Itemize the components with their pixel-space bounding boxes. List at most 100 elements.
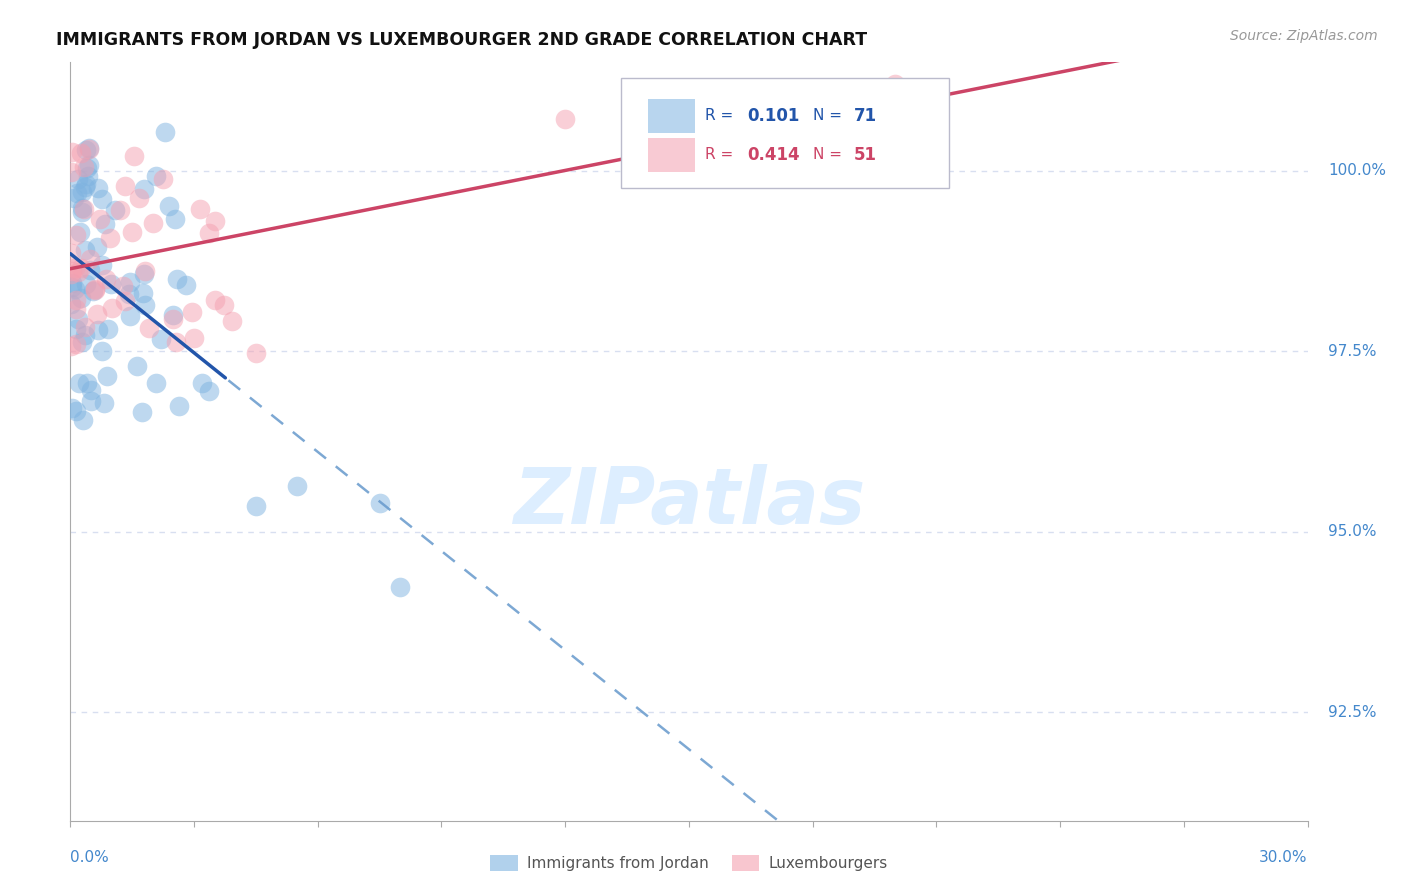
Text: 0.0%: 0.0% — [70, 849, 110, 864]
Point — [134, 264, 156, 278]
Point — [79, 141, 101, 155]
Text: 71: 71 — [853, 106, 876, 125]
Point — [152, 171, 174, 186]
Point — [60, 268, 83, 282]
Point — [118, 275, 141, 289]
Point — [165, 335, 187, 350]
Point — [104, 202, 127, 217]
Point — [66, 265, 89, 279]
Text: ZIPatlas: ZIPatlas — [513, 464, 865, 541]
Point — [75, 319, 97, 334]
Legend: Immigrants from Jordan, Luxembourgers: Immigrants from Jordan, Luxembourgers — [484, 849, 894, 878]
Point — [87, 323, 110, 337]
Point — [80, 383, 103, 397]
Point — [76, 376, 98, 391]
Point — [101, 301, 124, 315]
Point — [79, 263, 101, 277]
Point — [91, 258, 114, 272]
Point — [60, 401, 83, 415]
Text: 100.0%: 100.0% — [1329, 163, 1386, 178]
Point — [67, 172, 90, 186]
Point — [86, 181, 108, 195]
Point — [96, 272, 118, 286]
Point — [67, 376, 90, 390]
Point — [60, 339, 83, 353]
Point — [368, 496, 391, 510]
Point — [111, 278, 134, 293]
Point — [162, 311, 184, 326]
Text: 51: 51 — [853, 146, 876, 164]
Point — [59, 165, 82, 179]
Point — [70, 261, 93, 276]
Point — [245, 346, 267, 360]
Point — [145, 376, 167, 390]
Point — [157, 199, 180, 213]
Point — [114, 178, 136, 193]
Point — [191, 376, 214, 391]
Point — [131, 405, 153, 419]
Point — [80, 393, 103, 408]
Point — [183, 331, 205, 345]
Point — [77, 158, 100, 172]
Point — [89, 212, 111, 227]
Point — [73, 161, 96, 175]
Point — [63, 191, 86, 205]
Point — [60, 280, 83, 294]
Text: 97.5%: 97.5% — [1329, 343, 1376, 359]
Point — [84, 283, 107, 297]
Point — [145, 169, 167, 183]
Point — [86, 239, 108, 253]
Point — [100, 277, 122, 292]
Point — [108, 203, 131, 218]
Text: R =: R = — [704, 147, 734, 162]
Point — [198, 227, 221, 241]
Point — [65, 282, 87, 296]
Point — [93, 217, 115, 231]
Text: 0.414: 0.414 — [747, 146, 800, 164]
Point — [75, 327, 97, 342]
Text: N =: N = — [813, 108, 842, 123]
Point — [91, 344, 114, 359]
Point — [153, 124, 176, 138]
Point — [142, 216, 165, 230]
Point — [62, 264, 84, 278]
Point — [285, 478, 308, 492]
Point — [75, 143, 97, 157]
Point — [65, 227, 87, 242]
Point — [76, 169, 98, 183]
Point — [198, 384, 221, 399]
Point — [67, 312, 90, 326]
Point — [65, 322, 87, 336]
Point — [65, 301, 87, 316]
Point — [65, 404, 87, 418]
FancyBboxPatch shape — [648, 138, 695, 172]
Text: 2nd Grade: 2nd Grade — [0, 405, 3, 478]
Point — [60, 276, 83, 290]
Point — [128, 191, 150, 205]
Point — [138, 320, 160, 334]
Point — [118, 286, 141, 301]
FancyBboxPatch shape — [648, 99, 695, 133]
Point — [554, 112, 576, 126]
Point — [174, 277, 197, 292]
Point — [72, 202, 94, 216]
Point — [75, 179, 97, 194]
Point — [245, 499, 267, 513]
Point — [121, 225, 143, 239]
Point — [134, 298, 156, 312]
Point — [66, 186, 89, 200]
Point — [93, 396, 115, 410]
Point — [70, 334, 93, 349]
Point — [70, 185, 93, 199]
Point — [98, 231, 121, 245]
Point — [204, 293, 226, 307]
Text: Source: ZipAtlas.com: Source: ZipAtlas.com — [1230, 29, 1378, 43]
Point — [114, 293, 136, 308]
Point — [884, 77, 907, 91]
Text: IMMIGRANTS FROM JORDAN VS LUXEMBOURGER 2ND GRADE CORRELATION CHART: IMMIGRANTS FROM JORDAN VS LUXEMBOURGER 2… — [56, 31, 868, 49]
Point — [165, 211, 187, 226]
Point — [162, 308, 184, 322]
Point — [65, 293, 87, 308]
Text: 0.101: 0.101 — [747, 106, 800, 125]
Point — [77, 143, 100, 157]
